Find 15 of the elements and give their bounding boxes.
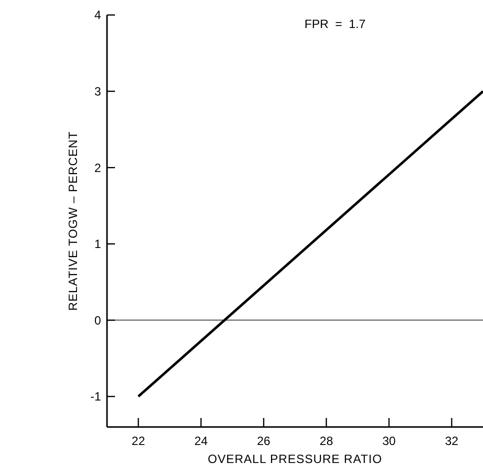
y-tick-label: 1 bbox=[94, 237, 102, 252]
y-tick-label: 2 bbox=[94, 160, 102, 175]
x-tick-label: 24 bbox=[194, 434, 208, 448]
x-tick-label: 30 bbox=[382, 434, 396, 448]
y-tick-label: 0 bbox=[94, 313, 102, 328]
x-tick-label: 28 bbox=[320, 434, 334, 448]
y-axis-title: RELATIVE TOGW – PERCENT bbox=[66, 131, 80, 311]
y-tick-label: -1 bbox=[90, 390, 102, 404]
x-tick-label: 22 bbox=[132, 434, 146, 448]
y-tick-label: 3 bbox=[94, 84, 102, 98]
y-tick-label: 4 bbox=[94, 8, 102, 22]
x-tick-label: 26 bbox=[256, 434, 271, 448]
x-axis-title: OVERALL PRESSURE RATIO bbox=[208, 452, 382, 466]
annotation: FPR = 1.7 bbox=[304, 17, 366, 31]
x-tick-label: 32 bbox=[444, 434, 459, 448]
